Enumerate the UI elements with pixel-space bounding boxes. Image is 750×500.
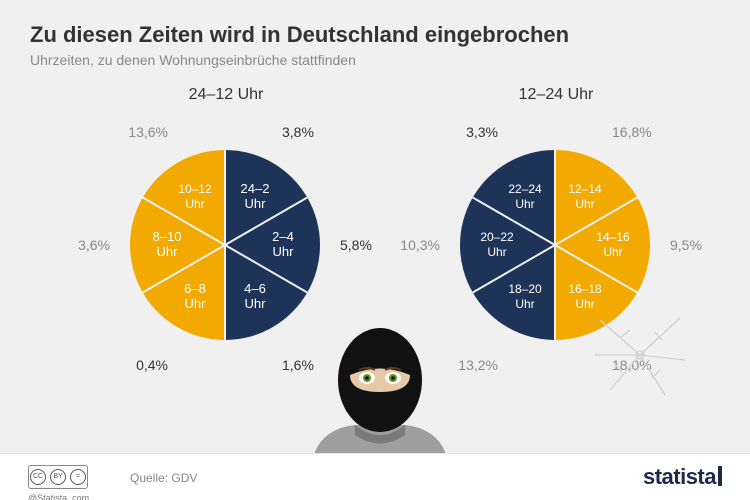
svg-text:5,8%: 5,8% bbox=[340, 237, 372, 253]
svg-text:10,3%: 10,3% bbox=[400, 237, 440, 253]
svg-text:3,3%: 3,3% bbox=[466, 124, 498, 140]
svg-text:0,4%: 0,4% bbox=[136, 357, 168, 373]
footer-handle: @Statista_com bbox=[28, 493, 89, 500]
page-title: Zu diesen Zeiten wird in Deutschland ein… bbox=[30, 22, 569, 48]
svg-text:13,6%: 13,6% bbox=[128, 124, 168, 140]
svg-text:6–8Uhr: 6–8Uhr bbox=[184, 281, 206, 311]
svg-text:16,8%: 16,8% bbox=[612, 124, 652, 140]
cc-license-badge: CC BY = bbox=[28, 465, 88, 489]
svg-text:13,2%: 13,2% bbox=[458, 357, 498, 373]
svg-text:24–2Uhr: 24–2Uhr bbox=[241, 181, 270, 211]
svg-text:4–6Uhr: 4–6Uhr bbox=[244, 281, 266, 311]
footer-source: Quelle: GDV bbox=[130, 471, 197, 485]
svg-text:8–10Uhr: 8–10Uhr bbox=[153, 229, 182, 259]
page-subtitle: Uhrzeiten, zu denen Wohnungseinbrüche st… bbox=[30, 52, 356, 68]
svg-text:3,8%: 3,8% bbox=[282, 124, 314, 140]
glass-crack-icon bbox=[590, 310, 690, 400]
svg-text:2–4Uhr: 2–4Uhr bbox=[272, 229, 294, 259]
svg-text:3,6%: 3,6% bbox=[78, 237, 110, 253]
svg-text:9,5%: 9,5% bbox=[670, 237, 702, 253]
footer-bar: CC BY = @Statista_com Quelle: GDV statis… bbox=[0, 453, 750, 500]
statista-logo: statista bbox=[643, 464, 722, 490]
